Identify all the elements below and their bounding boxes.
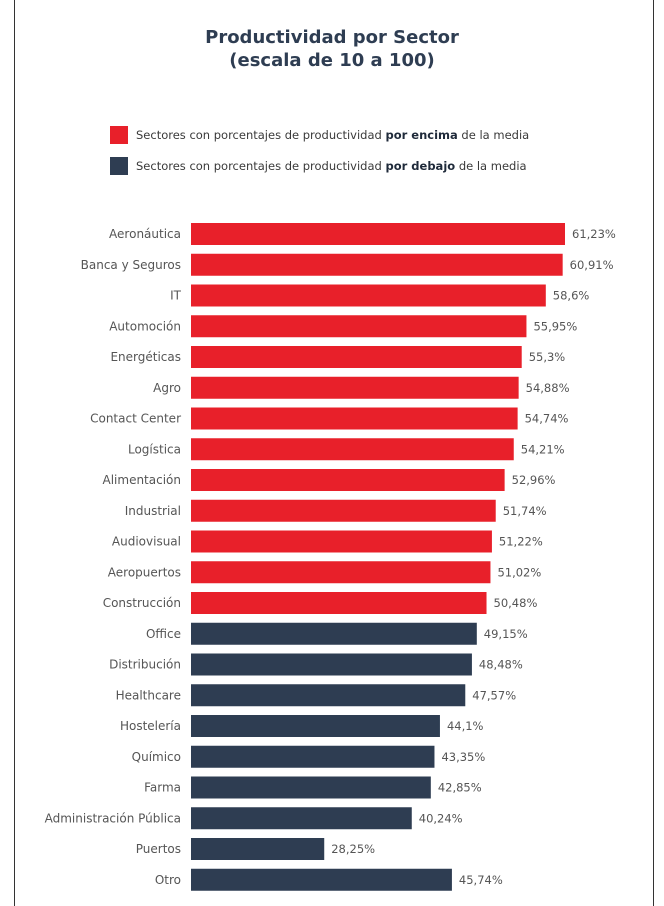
category-label-20: Administración Pública: [45, 811, 181, 825]
legend-item-below: Sectores con porcentajes de productivida…: [110, 156, 527, 176]
legend-swatch-above: [110, 126, 128, 144]
value-label-10: 51,74%: [503, 504, 547, 518]
value-label-2: 60,91%: [570, 258, 614, 272]
bar-11: [191, 530, 492, 553]
bar-6: [191, 376, 519, 399]
value-label-13: 50,48%: [494, 596, 538, 610]
value-label-11: 51,22%: [499, 535, 543, 549]
value-label-20: 40,24%: [419, 811, 463, 825]
value-label-3: 58,6%: [553, 289, 590, 303]
bar-8: [191, 438, 514, 461]
category-label-8: Logística: [128, 442, 181, 456]
bar-5: [191, 346, 522, 368]
bar-17: [191, 715, 440, 737]
category-label-10: Industrial: [125, 504, 181, 518]
value-label-19: 42,85%: [438, 781, 482, 795]
category-label-4: Automoción: [109, 319, 181, 333]
chart-title: Productividad por Sector: [205, 27, 459, 48]
category-label-15: Distribución: [109, 658, 181, 672]
bar-22: [191, 868, 452, 891]
bar-7: [191, 407, 518, 430]
bar-3: [191, 284, 546, 307]
category-label-7: Contact Center: [90, 412, 181, 426]
chart-frame: [14, 0, 654, 906]
category-label-14: Office: [146, 627, 181, 641]
bar-2: [191, 253, 563, 276]
value-label-1: 61,23%: [572, 227, 616, 241]
bar-13: [191, 592, 487, 614]
value-label-7: 54,74%: [525, 412, 569, 426]
value-label-9: 52,96%: [512, 473, 556, 487]
bar-9: [191, 469, 505, 491]
bar-1: [191, 223, 565, 245]
category-label-5: Energéticas: [110, 350, 181, 364]
value-label-18: 43,35%: [441, 750, 485, 764]
category-label-17: Hostelería: [120, 719, 181, 733]
bar-10: [191, 499, 496, 522]
value-label-22: 45,74%: [459, 873, 503, 887]
bar-16: [191, 684, 466, 707]
value-label-15: 48,48%: [479, 658, 523, 672]
category-label-3: IT: [170, 289, 182, 303]
legend-label-above: Sectores con porcentajes de productivida…: [136, 128, 530, 142]
category-label-6: Agro: [153, 381, 181, 395]
chart-subtitle: (escala de 10 a 100): [229, 50, 435, 71]
bar-20: [191, 807, 412, 830]
bar-18: [191, 745, 435, 768]
category-label-16: Healthcare: [116, 688, 181, 702]
value-label-5: 55,3%: [529, 350, 566, 364]
category-label-13: Construcción: [103, 596, 181, 610]
value-label-6: 54,88%: [526, 381, 570, 395]
category-label-12: Aeropuertos: [108, 565, 181, 579]
legend-label-below: Sectores con porcentajes de productivida…: [136, 159, 527, 173]
value-label-8: 54,21%: [521, 442, 565, 456]
value-label-16: 47,57%: [472, 688, 516, 702]
category-label-11: Audiovisual: [112, 535, 181, 549]
value-label-12: 51,02%: [497, 565, 541, 579]
bar-14: [191, 622, 477, 645]
category-label-18: Químico: [132, 750, 181, 764]
bar-19: [191, 776, 431, 799]
bar-15: [191, 653, 472, 676]
value-label-4: 55,95%: [533, 319, 577, 333]
value-label-14: 49,15%: [484, 627, 528, 641]
category-label-19: Farma: [144, 781, 181, 795]
value-label-17: 44,1%: [447, 719, 484, 733]
legend-item-above: Sectores con porcentajes de productivida…: [110, 125, 529, 145]
bar-21: [191, 838, 325, 860]
category-label-9: Alimentación: [103, 473, 182, 487]
bar-4: [191, 315, 527, 338]
legend-swatch-below: [110, 157, 128, 175]
category-label-21: Puertos: [136, 842, 181, 856]
bar-12: [191, 561, 491, 584]
value-label-21: 28,25%: [331, 842, 375, 856]
category-label-1: Aeronáutica: [109, 227, 181, 241]
category-label-22: Otro: [155, 873, 181, 887]
category-label-2: Banca y Seguros: [81, 258, 181, 272]
